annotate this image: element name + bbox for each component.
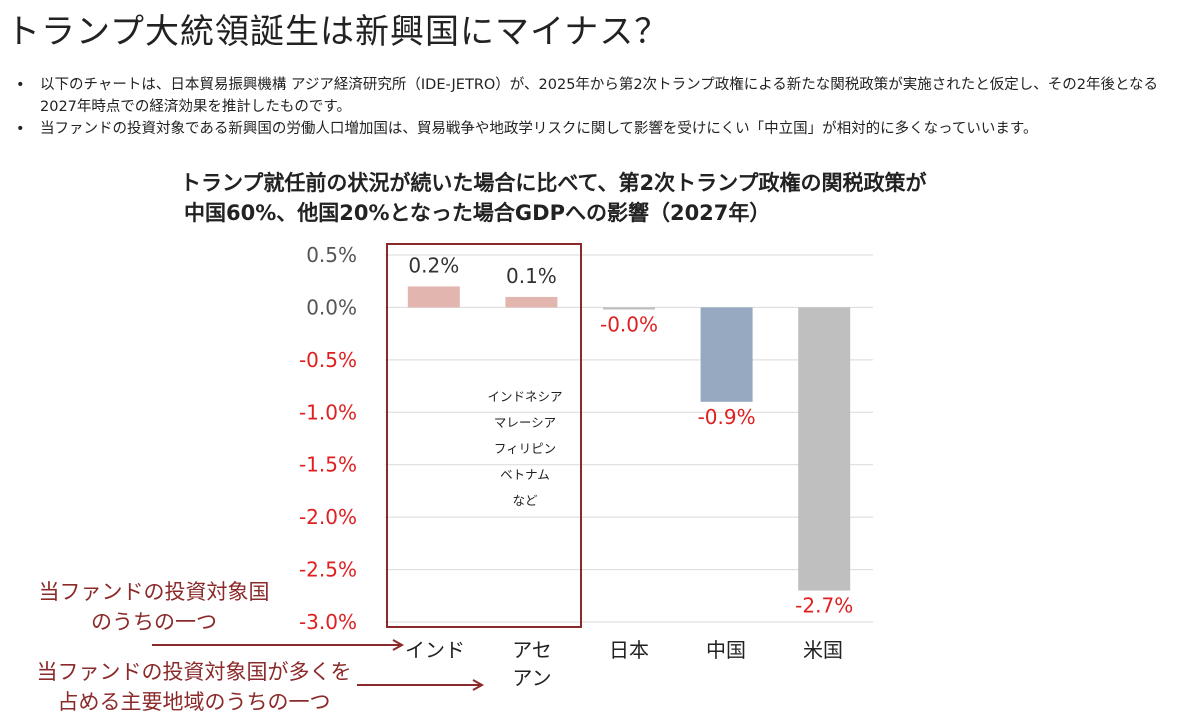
chart-subtitle: 中国60%、他国20%となった場合GDPへの影響（2027年） — [184, 201, 771, 225]
callout-line: 当ファンドの投資対象国 — [38, 580, 270, 604]
asean-country: ベトナム — [500, 467, 550, 482]
x-tick-label-india: インド — [405, 638, 465, 662]
callout-line: 当ファンドの投資対象国が多くを — [36, 660, 352, 684]
asean-country: フィリピン — [493, 441, 557, 456]
bar — [407, 286, 460, 308]
callout-target-country: 当ファンドの投資対象国 のうちの一つ — [34, 577, 274, 637]
data-label: -0.0% — [600, 313, 658, 337]
bullet-item: 当ファンドの投資対象である新興国の労働人口増加国は、貿易戦争や地政学リスクに関し… — [14, 118, 1184, 140]
x-tick-label-usa: 米国 — [803, 638, 843, 662]
asean-country: など — [512, 493, 538, 508]
bar — [505, 296, 558, 308]
bullet-list: 以下のチャートは、日本貿易振興機構 アジア経済研究所（IDE-JETRO）が、2… — [14, 74, 1184, 140]
highlight-box — [386, 243, 582, 628]
y-tick-label: 0.5% — [306, 243, 357, 267]
bar — [603, 307, 655, 310]
chart-title: トランプ就任前の状況が続いた場合に比べて、第2次トランプ政権の関税政策が — [180, 171, 927, 195]
data-label: -0.9% — [698, 405, 756, 429]
asean-country: マレーシア — [493, 415, 557, 430]
x-tick-label-china: 中国 — [706, 638, 746, 662]
y-tick-label: 0.0% — [306, 295, 357, 319]
data-label: -2.7% — [795, 594, 853, 618]
callout-line: 占める主要地域のうちの一つ — [57, 690, 331, 714]
y-tick-label: -1.0% — [299, 400, 357, 424]
callout-target-region: 当ファンドの投資対象国が多くを 占める主要地域のうちの一つ — [34, 657, 354, 717]
x-tick-label-japan: 日本 — [609, 638, 649, 662]
chart-title-block: トランプ就任前の状況が続いた場合に比べて、第2次トランプ政権の関税政策が 中国6… — [180, 168, 926, 228]
data-label: 0.2% — [408, 253, 459, 277]
bar — [700, 307, 753, 402]
asean-country: インドネシア — [487, 389, 563, 404]
bullet-item: 以下のチャートは、日本貿易振興機構 アジア経済研究所（IDE-JETRO）が、2… — [14, 74, 1184, 118]
arrow-to-asean-head — [472, 679, 485, 691]
callout-line: のうちの一つ — [91, 610, 217, 634]
y-tick-label: -0.5% — [299, 348, 357, 372]
x-tick-label-asean: アセ アン — [512, 638, 552, 690]
data-label: 0.1% — [506, 264, 557, 288]
page-title: トランプ大統領誕生は新興国にマイナス？ — [6, 12, 670, 52]
y-tick-label: -2.5% — [299, 558, 357, 582]
bar — [798, 307, 851, 591]
asean-country-list: インドネシア マレーシア フィリピン ベトナム など — [470, 384, 580, 514]
y-tick-label: -2.0% — [299, 505, 357, 529]
arrow-to-india-head — [392, 639, 405, 651]
y-tick-label: -1.5% — [299, 453, 357, 477]
y-tick-label: -3.0% — [299, 610, 357, 634]
